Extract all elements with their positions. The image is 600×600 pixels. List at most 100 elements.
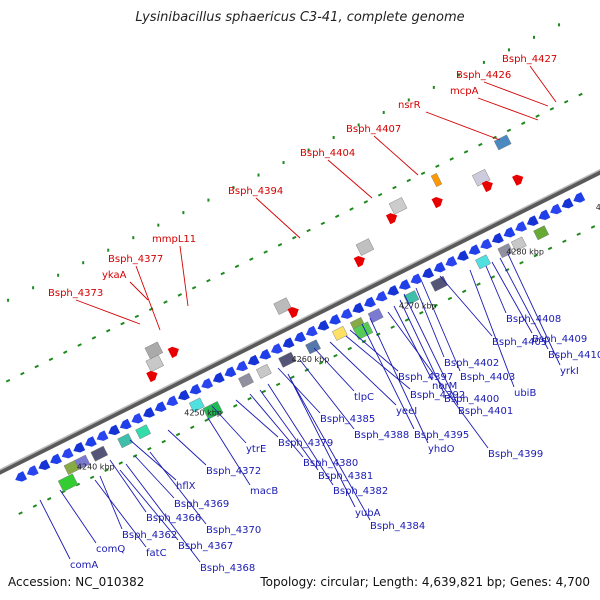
kbp-label: 4270 kbp	[399, 301, 437, 310]
grey-gene-shape	[144, 341, 164, 360]
ruler-dot	[132, 236, 135, 240]
red-gene	[385, 213, 398, 225]
ruler-dot	[204, 418, 209, 422]
red-gene	[481, 180, 493, 193]
ruler-dot	[91, 336, 97, 340]
blue-gene-shape	[317, 319, 330, 331]
blue-gene	[166, 395, 179, 407]
accession-text: Accession: NC_010382	[8, 575, 145, 589]
coloured-gene-shape	[255, 363, 272, 379]
label-leaders	[39, 65, 561, 563]
ruler-dot	[521, 121, 526, 125]
ruler-dot	[432, 85, 435, 89]
lower-leader	[119, 469, 179, 541]
kbp-label: 4250 kbp	[184, 409, 222, 418]
ruler-dot	[306, 228, 311, 233]
lower-label: tlpC	[354, 392, 374, 403]
lower-label: Bsph_4366	[146, 513, 201, 524]
ruler-dot	[307, 148, 310, 152]
blue-gene-shape	[154, 401, 167, 412]
kbp-ticks: 4240 kbp 4250 kbp 4260 kbp 4270 kbp 4280 kbp…	[77, 203, 600, 471]
blue-gene	[247, 354, 260, 366]
coloured-gene-shape	[533, 225, 550, 241]
blue-gene	[119, 418, 132, 430]
lower-leader	[507, 253, 561, 366]
upper-leader	[255, 197, 301, 239]
ruler-dot	[334, 214, 340, 218]
blue-gene-shape	[480, 238, 493, 250]
upper-label: Bsph_4404	[300, 148, 355, 159]
blue-gene-shape	[201, 378, 214, 389]
blue-gene-shape	[422, 267, 435, 279]
ruler-dot	[120, 321, 125, 326]
upper-label: Bsph_4377	[108, 254, 163, 265]
lower-label: ubiB	[514, 388, 536, 399]
lower-label: Bsph_4403	[460, 372, 515, 383]
blue-gene-shape	[410, 273, 423, 284]
ruler-dot	[89, 475, 95, 480]
lower-leader	[287, 373, 356, 508]
blue-gene-shape	[573, 192, 586, 203]
lower-label: Bsph_4368	[200, 563, 255, 574]
blue-gene-shape	[212, 372, 225, 383]
ruler-dot	[447, 296, 453, 301]
ruler-dot	[46, 497, 52, 501]
blue-gene-shape	[61, 447, 74, 459]
blue-gene-shape	[468, 244, 481, 255]
blue-gene	[282, 337, 295, 348]
lower-label: Bsph_4409	[532, 334, 587, 345]
blue-gene	[468, 244, 481, 255]
lower-label: Bsph_4367	[178, 541, 233, 552]
lower-leader	[94, 479, 147, 548]
lower-leader	[134, 455, 175, 499]
lower-leader	[439, 275, 493, 337]
grey-gene	[144, 341, 164, 360]
ruler-dot	[249, 257, 254, 261]
ruler-dot	[107, 248, 110, 252]
ruler-dot	[220, 271, 225, 276]
ruler-dot	[34, 364, 39, 369]
blue-gene-shape	[271, 343, 283, 354]
ruler-dot	[419, 311, 424, 315]
ruler-dot	[449, 157, 454, 161]
green-gene	[353, 321, 374, 340]
blue-gene-shape	[305, 325, 318, 337]
ruler-dot	[275, 382, 281, 387]
blue-gene	[26, 465, 39, 476]
lower-leader	[39, 499, 71, 560]
lower-label: yubA	[355, 508, 381, 519]
grey-gene-shape	[145, 354, 164, 373]
blue-gene-shape	[526, 215, 539, 226]
ruler-dot	[77, 343, 82, 347]
ruler-dot	[433, 303, 438, 308]
ruler-dot	[20, 371, 25, 376]
ruler-dot	[563, 99, 569, 104]
lower-label: Bsph_4362	[122, 530, 177, 541]
lower-leader	[249, 393, 304, 458]
coloured-gene-shape	[74, 454, 91, 470]
red-gene	[431, 196, 443, 209]
upper-leader	[477, 97, 539, 121]
lower-label: Bsph_4385	[320, 414, 375, 425]
blue-gene	[38, 459, 51, 470]
upper-label: nsrR	[398, 100, 421, 111]
grey-gene-shape	[273, 297, 292, 315]
ruler-dot	[32, 504, 38, 508]
lower-label: yeeI	[396, 406, 417, 417]
blue-gene-shape	[457, 250, 469, 261]
lower-leader	[329, 341, 397, 406]
green-gene	[202, 401, 223, 420]
blue-gene	[433, 261, 446, 273]
ruler-dot	[304, 368, 310, 372]
blue-gene-shape	[131, 412, 144, 424]
blue-gene	[445, 256, 458, 267]
dark-gene-shape	[430, 275, 448, 292]
lower-leader	[129, 439, 177, 481]
ruler-dot	[318, 361, 324, 365]
ruler-dot	[332, 136, 335, 140]
lower-leader	[313, 347, 355, 392]
ruler-dot	[161, 439, 166, 444]
green-gene-shape	[353, 321, 374, 340]
lower-label: Bsph_4410	[548, 350, 600, 361]
